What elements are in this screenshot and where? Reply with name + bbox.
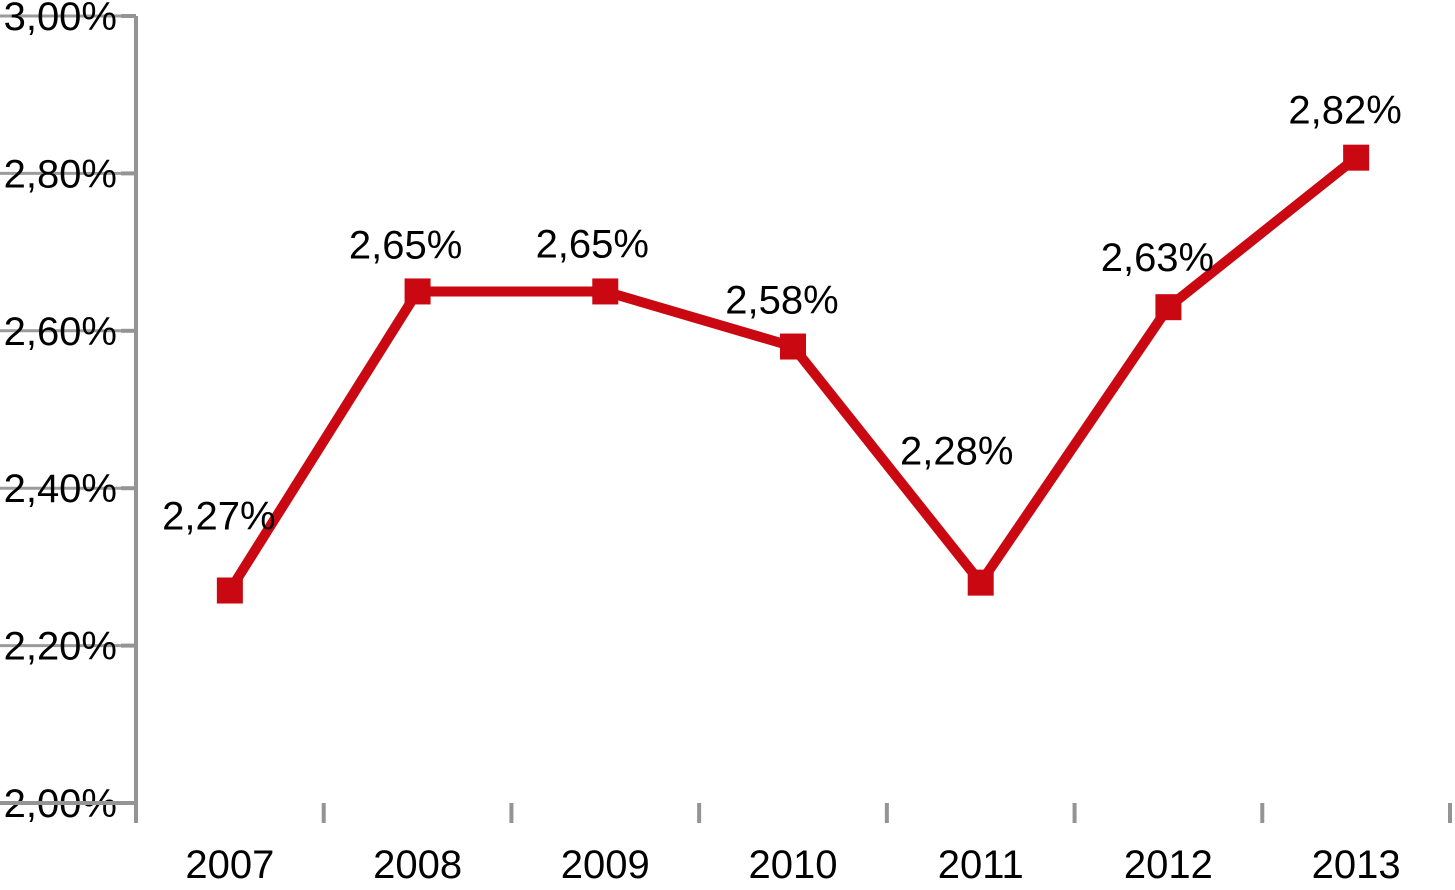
data-label: 2,58%: [725, 279, 838, 323]
data-label: 2,63%: [1101, 236, 1214, 280]
x-tick-label: 2012: [1124, 843, 1213, 887]
y-tick-label: 2,20%: [4, 625, 117, 669]
data-point-marker: [404, 278, 431, 305]
x-tick-label: 2010: [749, 843, 838, 887]
x-tick-label: 2008: [373, 843, 462, 887]
data-point-marker: [967, 569, 994, 596]
y-tick-label: 2,60%: [4, 310, 117, 354]
data-label: 2,27%: [162, 495, 275, 539]
data-label: 2,65%: [536, 222, 649, 266]
data-label: 2,65%: [349, 223, 462, 267]
x-tick-label: 2011: [938, 843, 1024, 887]
y-tick-label: 3,00%: [4, 0, 117, 39]
y-tick-label: 2,80%: [4, 152, 117, 196]
data-label: 2,82%: [1288, 89, 1401, 133]
data-point-marker: [1343, 144, 1370, 171]
data-point-marker: [780, 333, 806, 360]
data-point-marker: [592, 278, 619, 305]
data-point-marker: [1155, 294, 1182, 321]
x-tick-label: 2013: [1312, 843, 1401, 887]
data-point-marker: [216, 577, 243, 604]
data-label: 2,28%: [900, 430, 1013, 474]
y-tick-label: 2,40%: [4, 467, 117, 511]
x-tick-label: 2009: [561, 843, 650, 887]
x-tick-label: 2007: [185, 843, 274, 887]
